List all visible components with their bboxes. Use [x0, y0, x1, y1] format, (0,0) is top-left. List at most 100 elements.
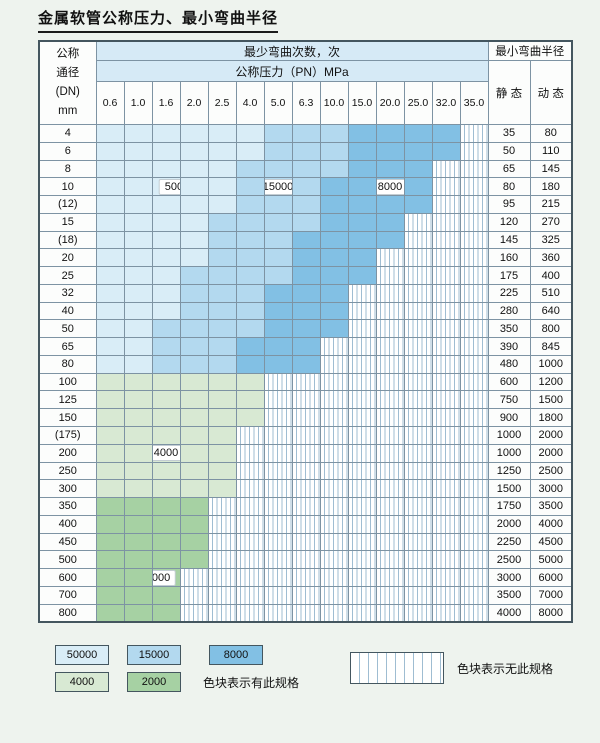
cell-no-spec — [375, 372, 405, 392]
static-cell: 1750 — [487, 497, 531, 516]
cell-4000 — [179, 372, 209, 392]
cell-no-spec — [375, 514, 405, 534]
cell-no-spec — [403, 212, 433, 232]
cell-15000 — [179, 337, 209, 356]
dynamic-cell: 215 — [529, 195, 573, 214]
cell-no-spec — [347, 479, 377, 499]
dynamic-cell: 510 — [529, 283, 573, 303]
cell-8000 — [347, 230, 377, 250]
cell-no-spec — [403, 337, 433, 356]
cell-no-spec — [459, 479, 489, 499]
table-row: 500 2500 5000 — [38, 550, 573, 570]
cell-no-spec — [263, 426, 293, 445]
table-row: 150 900 1800 — [38, 408, 573, 428]
cell-no-spec — [235, 479, 265, 499]
cell-no-spec — [459, 408, 489, 428]
cell-no-spec — [375, 319, 405, 339]
cell-no-spec — [431, 461, 461, 481]
pressure-col-header: 2.5 — [207, 81, 237, 125]
dn-cell: 125 — [38, 390, 97, 410]
cell-no-spec — [375, 443, 405, 463]
dn-header-line: mm — [58, 105, 78, 117]
cell-15000 — [319, 141, 349, 161]
table-row: 6 50 110 — [38, 141, 573, 161]
cell-50000 — [123, 301, 153, 321]
cell-50000 — [207, 124, 237, 143]
cell-4000 — [179, 443, 209, 463]
cell-2000 — [95, 497, 125, 516]
static-cell: 480 — [487, 354, 531, 374]
cell-50000 — [207, 141, 237, 161]
cell-no-spec — [459, 550, 489, 570]
static-cell: 280 — [487, 301, 531, 321]
cell-no-spec — [431, 390, 461, 410]
dn-cell: 350 — [38, 497, 97, 516]
cell-15000 — [263, 124, 293, 143]
legend-box-50000: 50000 — [55, 645, 109, 665]
cell-50000 — [123, 283, 153, 303]
cell-no-spec — [375, 408, 405, 428]
pressure-col-header: 10.0 — [319, 81, 349, 125]
cell-no-spec — [431, 568, 461, 587]
cell-no-spec — [459, 372, 489, 392]
dn-cell: 65 — [38, 337, 97, 356]
cell-no-spec — [403, 390, 433, 410]
dn-cell: 450 — [38, 532, 97, 552]
cell-no-spec — [431, 266, 461, 285]
cell-no-spec — [459, 568, 489, 587]
cell-no-spec — [431, 159, 461, 179]
cell-no-spec — [347, 603, 377, 623]
legend-color-boxes-2: 4000 2000 — [55, 672, 199, 692]
cell-4000 — [207, 408, 237, 428]
cell-15000 — [235, 212, 265, 232]
cell-50000 — [151, 159, 181, 179]
cell-50000 — [95, 319, 125, 339]
dynamic-cell: 110 — [529, 141, 573, 161]
static-cell: 35 — [487, 124, 531, 143]
cell-8000 — [375, 195, 405, 214]
dn-header-line: 通径 — [56, 67, 80, 79]
cell-no-spec — [459, 319, 489, 339]
table-row: 400 2000 4000 — [38, 514, 573, 534]
cell-15000 — [179, 266, 209, 285]
cell-no-spec — [263, 443, 293, 463]
pressure-title: 公称压力（PN）MPa — [95, 60, 489, 82]
cell-15000 — [235, 195, 265, 214]
cell-no-spec — [319, 354, 349, 374]
cell-50000 — [207, 159, 237, 179]
cell-15000 — [179, 319, 209, 339]
cell-no-spec — [319, 426, 349, 445]
cell-2000 — [95, 585, 125, 605]
static-cell: 3000 — [487, 568, 531, 587]
cell-50000 — [95, 195, 125, 214]
cell-8000 — [347, 266, 377, 285]
dynamic-cell: 80 — [529, 124, 573, 143]
cell-no-spec — [291, 585, 321, 605]
cell-no-spec — [319, 585, 349, 605]
cell-no-spec — [459, 248, 489, 268]
cell-8000 — [319, 319, 349, 339]
cell-4000 — [151, 408, 181, 428]
table-row: 100 600 1200 — [38, 372, 573, 392]
cell-8000: 8000 — [375, 177, 405, 197]
cell-15000 — [207, 283, 237, 303]
cell-no-spec — [375, 497, 405, 516]
cell-no-spec — [235, 550, 265, 570]
cell-no-spec — [235, 514, 265, 534]
cell-4000 — [207, 461, 237, 481]
cell-4000 — [151, 426, 181, 445]
region-label: 4000 — [153, 445, 179, 462]
cell-no-spec — [431, 426, 461, 445]
cell-no-spec — [431, 301, 461, 321]
cell-15000 — [235, 266, 265, 285]
legend-row-1: 50000 15000 8000 — [55, 645, 281, 665]
cell-no-spec — [347, 283, 377, 303]
static-cell: 2500 — [487, 550, 531, 570]
dynamic-cell: 800 — [529, 319, 573, 339]
cell-15000 — [151, 354, 181, 374]
cell-8000 — [319, 301, 349, 321]
dynamic-cell: 2000 — [529, 426, 573, 445]
cell-no-spec — [291, 603, 321, 623]
table-header: 公称 通径 (DN) mm 最少弯曲次数，次 最小弯曲半径 公称压力（PN）MP… — [38, 40, 573, 125]
